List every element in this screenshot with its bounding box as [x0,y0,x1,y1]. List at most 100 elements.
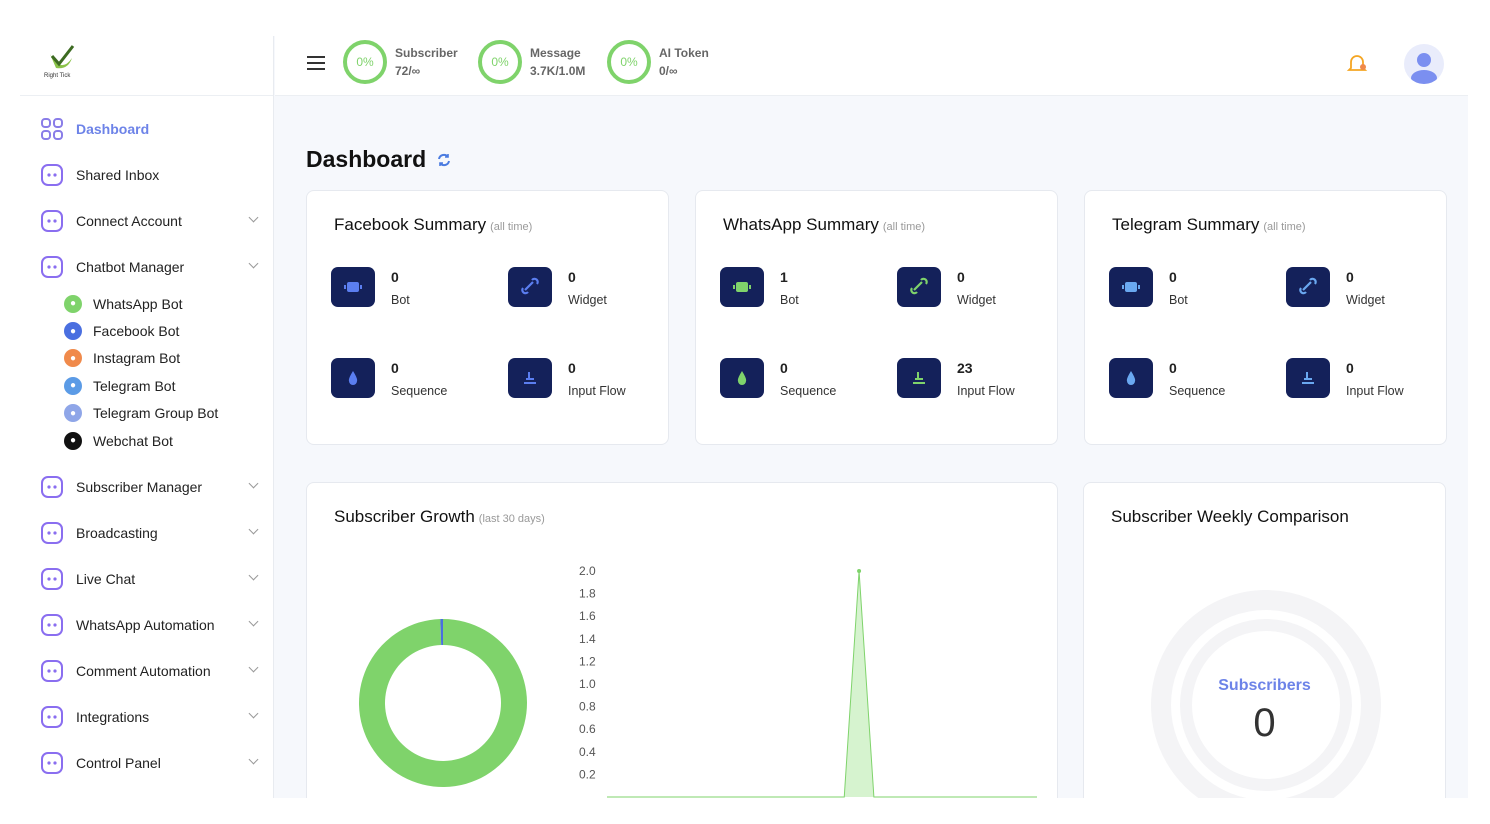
sidebar-subitem-whatsapp-bot[interactable]: ● WhatsApp Bot [20,290,273,317]
chevron-down-icon[interactable] [248,754,259,765]
data-point[interactable] [857,569,862,573]
usage-label: AI Token [659,46,709,60]
stat-label: Sequence [391,384,448,398]
stat-widget[interactable]: 0 Widget [508,267,607,307]
chevron-down-icon[interactable] [248,212,259,223]
sidebar-item-dashboard[interactable]: Dashboard [20,106,273,152]
y-tick-label: 0.2 [579,767,596,781]
stat-label: Bot [780,293,799,307]
weekly-radial-chart [1151,590,1381,798]
usage-label: Message [530,46,581,60]
chevron-down-icon[interactable] [248,708,259,719]
stat-label: Widget [568,293,607,307]
robot-icon [38,253,66,281]
topbar: 0% Subscriber 72/∞ 0% Message 3.7K/1.0M 0% AI T… [275,36,1468,96]
stat-sequence[interactable]: 0 Sequence [720,358,836,398]
logo[interactable]: Right Tick [20,36,273,96]
link-icon [910,277,928,295]
sidebar-item-live-chat[interactable]: Live Chat [20,556,273,602]
sidebar-item-whatsapp-automation[interactable]: WhatsApp Automation [20,602,273,648]
sidebar-item-connect-account[interactable]: Connect Account [20,198,273,244]
logo-icon [50,45,75,69]
chevron-down-icon[interactable] [248,258,259,269]
sidebar-item-label: Integrations [76,709,150,726]
avatar[interactable] [1404,44,1444,84]
donut-slice[interactable] [440,619,443,646]
page-title-text: Dashboard [306,146,427,172]
sidebar-item-label: Control Panel [76,755,161,772]
sidebar-subitem-instagram-bot[interactable]: ● Instagram Bot [20,345,273,372]
stat-label: Widget [957,293,996,307]
stat-label: Input Flow [957,384,1015,398]
chevron-down-icon[interactable] [248,478,259,489]
area-fill [607,571,1037,797]
y-tick-label: 1.4 [579,632,596,646]
card-note: (all time) [1263,221,1306,233]
stat-input-flow[interactable]: 23 Input Flow [897,358,1015,398]
chevron-down-icon[interactable] [248,616,259,627]
sidebar-item-label: Connect Account [76,213,182,229]
y-tick-label: 0.8 [579,700,596,714]
sidebar-subitem-webchat-bot[interactable]: ● Webchat Bot [20,427,273,454]
stat-sequence[interactable]: 0 Sequence [331,358,447,398]
stat-bot[interactable]: 0 Bot [331,267,410,307]
weekly-value: 0 [1253,701,1276,745]
stat-value: 0 [1169,360,1177,376]
stat-bot[interactable]: 0 Bot [1109,267,1188,307]
stat-value: 0 [1346,360,1354,376]
weekly-label: Subscribers [1218,677,1311,694]
whatsapp-icon [38,611,66,639]
y-tick-label: 1.6 [579,609,596,623]
sidebar-subitem-telegram-bot[interactable]: ● Telegram Bot [20,372,273,399]
stat-widget[interactable]: 0 Widget [1286,267,1385,307]
stat-input-flow[interactable]: 0 Input Flow [1286,358,1404,398]
card-note: (last 30 days) [478,513,545,525]
robot-icon [733,282,751,292]
stat-sequence[interactable]: 0 Sequence [1109,358,1225,398]
stat-value: 0 [568,360,576,376]
sidebar-item-shared-inbox[interactable]: Shared Inbox [20,152,273,198]
series-line [607,570,1037,798]
stat-label: Sequence [1169,384,1226,398]
sidebar-item-integrations[interactable]: Integrations [20,694,273,740]
robot-icon [344,282,362,292]
main-content: Dashboard Facebook Summary (all time) 0 Bot… [306,96,1468,798]
drop-icon [348,371,358,385]
sidebar-item-comment-automation[interactable]: Comment Automation [20,648,273,694]
subscriber-donut-chart [359,619,527,787]
sidebar-subitem-telegram-group-bot[interactable]: ● Telegram Group Bot [20,400,273,427]
sidebar-item-label: Broadcasting [76,525,158,542]
sidebar-nav: Dashboard Shared Inbox Connect Account Chat… [20,96,273,786]
donut-slice[interactable] [359,619,527,787]
sidebar-item-broadcasting[interactable]: Broadcasting [20,510,273,556]
stat-widget[interactable]: 0 Widget [897,267,996,307]
stat-input-flow[interactable]: 0 Input Flow [508,358,626,398]
y-tick-label: 0.4 [579,745,596,759]
refresh-icon[interactable] [436,152,452,168]
sidebar-subitem-label: WhatsApp Bot [93,295,183,312]
weekly-comparison-card: Subscriber Weekly Comparison Subscribers… [1083,482,1446,798]
y-tick-label: 0.6 [579,722,596,736]
sidebar-item-subscriber-manager[interactable]: Subscriber Manager [20,464,273,510]
stat-value: 0 [780,360,788,376]
sidebar-subitem-label: Facebook Bot [93,323,180,340]
bell-icon[interactable] [1346,52,1368,74]
sidebar-subitem-label: Webchat Bot [93,432,173,449]
sidebar-subitem-facebook-bot[interactable]: ● Facebook Bot [20,317,273,344]
sidebar-item-control-panel[interactable]: Control Panel [20,740,273,786]
chevron-down-icon[interactable] [248,570,259,581]
group-icon: ● [64,404,82,423]
chevron-down-icon[interactable] [248,662,259,673]
stat-label: Input Flow [1346,384,1404,398]
link-icon [521,277,539,295]
stat-bot[interactable]: 1 Bot [720,267,799,307]
drop-icon [1126,371,1136,385]
app: Right Tick Dashboard Shared Inbox Connect … [20,36,1468,798]
flow-icon [913,372,925,384]
chevron-down-icon[interactable] [248,524,259,535]
stat-value: 0 [1169,269,1177,285]
stat-value: 23 [957,360,973,376]
sidebar-item-label: Dashboard [76,121,150,137]
hamburger-menu-icon[interactable] [307,56,325,74]
sidebar-item-chatbot-manager[interactable]: Chatbot Manager [20,244,273,290]
